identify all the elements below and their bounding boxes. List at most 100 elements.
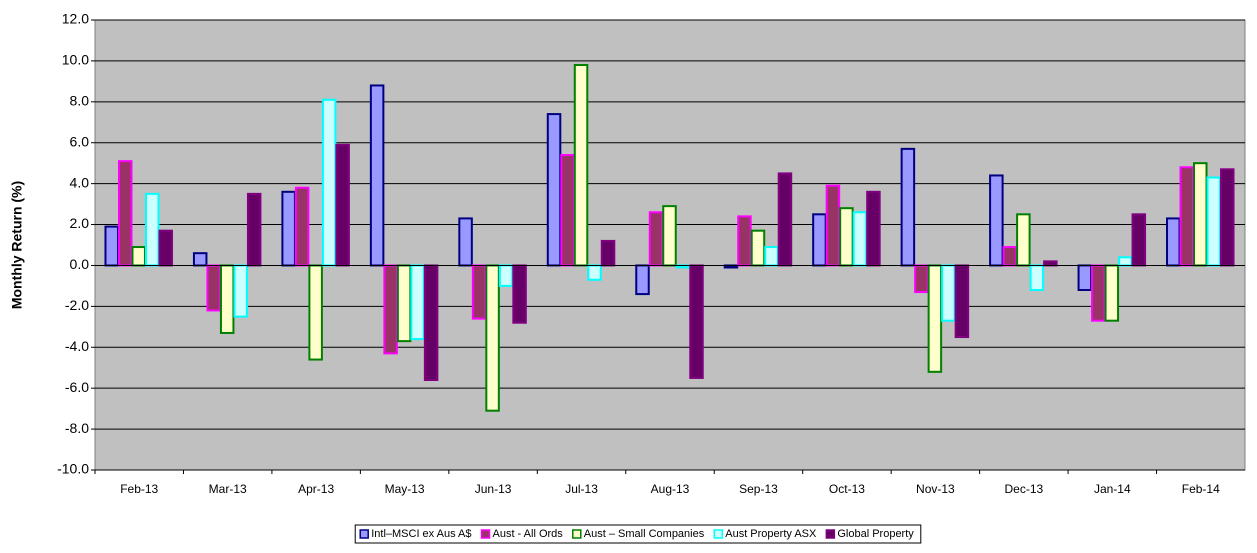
bar [383, 264, 398, 355]
bar [764, 246, 779, 267]
bar [737, 215, 752, 267]
legend-label: Global Property [837, 528, 914, 540]
bar [662, 205, 677, 267]
bar [321, 98, 337, 267]
bar [1193, 162, 1208, 267]
bar [1131, 213, 1147, 267]
bar [246, 192, 262, 267]
y-tick-label: -2.0 [65, 297, 89, 313]
legend-box [354, 524, 922, 544]
bar [927, 264, 943, 373]
legend: Intl–MSCI ex Aus A$ Aust - All Ords Aust –… [354, 524, 922, 544]
bar [410, 264, 425, 341]
bar [546, 113, 562, 267]
x-tick-label: Jun-13 [475, 482, 512, 496]
bar [941, 264, 956, 322]
bar [206, 264, 221, 312]
bar [396, 264, 412, 343]
bar [777, 172, 793, 267]
bar [1091, 264, 1106, 322]
bar [825, 184, 841, 267]
x-tick-label: Aug-13 [651, 482, 690, 496]
bar [1043, 260, 1058, 267]
y-axis-label: Monthly Return (%) [9, 181, 25, 309]
bar [812, 213, 827, 267]
legend-label: Aust – Small Companies [584, 528, 705, 540]
bar [989, 174, 1004, 267]
bar [512, 264, 527, 324]
bar [600, 239, 616, 267]
bar [1002, 246, 1018, 267]
legend-swatch [572, 529, 582, 539]
bar [587, 264, 602, 281]
legend-label: Intl–MSCI ex Aus A$ [371, 528, 471, 540]
bar [900, 147, 916, 267]
x-tick-label: Jul-13 [565, 482, 598, 496]
x-tick-label: Mar-13 [209, 482, 247, 496]
bar [131, 246, 146, 267]
y-tick-label: -10.0 [57, 461, 89, 477]
y-tick-label: 0.0 [70, 256, 90, 272]
bar [308, 264, 323, 361]
bar [1206, 176, 1222, 267]
bar [839, 207, 854, 267]
legend-swatch [713, 529, 723, 539]
bar [750, 229, 766, 267]
x-tick-label: Feb-14 [1182, 482, 1220, 496]
bar [1029, 264, 1045, 292]
bar [1220, 168, 1235, 267]
bar [914, 264, 929, 294]
y-tick-label: -8.0 [65, 420, 89, 436]
bar [369, 84, 385, 267]
y-tick-label: -4.0 [65, 338, 89, 354]
bar [498, 264, 514, 287]
legend-label: Aust - All Ords [492, 528, 563, 540]
bar [423, 264, 439, 382]
x-tick-label: Feb-13 [120, 482, 158, 496]
bar [458, 217, 473, 267]
bar [158, 229, 173, 267]
bar [1166, 217, 1181, 267]
bar [485, 264, 500, 412]
legend-swatch [480, 529, 491, 539]
bar [104, 225, 119, 267]
x-tick-label: Dec-13 [1005, 482, 1044, 496]
bar [573, 64, 589, 267]
x-tick-label: Sep-13 [739, 482, 778, 496]
bar [1104, 264, 1120, 322]
x-tick-label: Jan-14 [1094, 482, 1131, 496]
bar [852, 211, 868, 267]
y-tick-label: 8.0 [70, 93, 90, 109]
bar [144, 192, 160, 267]
bar [233, 264, 248, 318]
x-tick-label: May-13 [385, 482, 425, 496]
bar [866, 190, 881, 267]
bar [219, 264, 235, 334]
y-tick-label: 4.0 [70, 174, 90, 190]
x-tick-label: Oct-13 [829, 482, 865, 496]
bar [1077, 264, 1093, 292]
bar [281, 190, 296, 267]
bar [1179, 166, 1195, 267]
bar [335, 143, 350, 267]
bar [1118, 256, 1133, 267]
legend-swatch [825, 529, 836, 539]
y-tick-label: 12.0 [62, 11, 89, 27]
bar [471, 264, 487, 320]
bar [117, 160, 133, 267]
bar [954, 264, 970, 339]
bar [648, 211, 664, 267]
y-tick-label: -6.0 [65, 379, 89, 395]
legend-label: Aust Property ASX [725, 528, 817, 540]
legend-swatch [359, 529, 369, 539]
bar [635, 264, 650, 296]
bar [294, 186, 310, 267]
bar [1016, 213, 1031, 267]
x-tick-label: Nov-13 [916, 482, 955, 496]
y-tick-label: 10.0 [62, 52, 89, 68]
x-tick-label: Apr-13 [298, 482, 334, 496]
y-tick-label: 2.0 [70, 215, 90, 231]
bar [192, 252, 208, 267]
y-tick-label: 6.0 [70, 133, 90, 149]
